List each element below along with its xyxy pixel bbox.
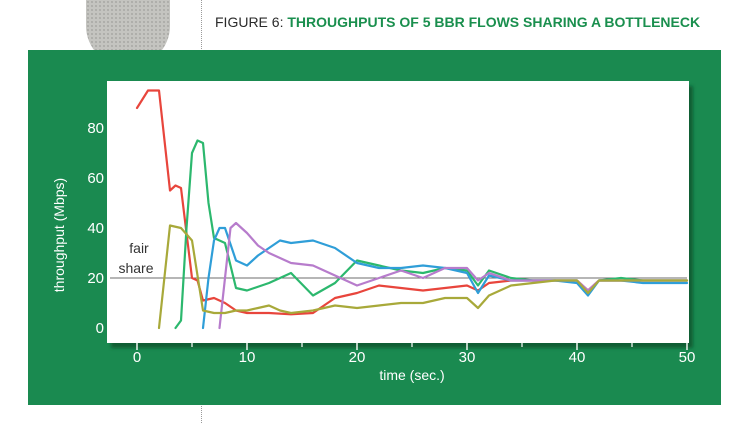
- y-axis-label: throughput (Mbps): [51, 178, 67, 292]
- x-tick-label: 10: [239, 349, 256, 366]
- y-tick-label: 80: [87, 120, 104, 137]
- series-line-flow-3: [201, 226, 689, 330]
- y-tick-label: 0: [96, 320, 104, 337]
- y-tick-label: 20: [87, 270, 104, 287]
- x-tick-label: 50: [679, 349, 696, 366]
- x-axis-label: time (sec.): [379, 367, 444, 383]
- x-tick-label: 30: [459, 349, 476, 366]
- fair-label: fair: [129, 240, 149, 256]
- share-label: share: [118, 260, 153, 276]
- x-tick-label: 40: [569, 349, 586, 366]
- y-tick-label: 60: [87, 170, 104, 187]
- series-line-flow-5: [157, 224, 689, 330]
- y-tick-label: 40: [87, 220, 104, 237]
- figure-title: FIGURE 6: THROUGHPUTS OF 5 BBR FLOWS SHA…: [215, 14, 700, 30]
- x-tick-label: 0: [133, 349, 141, 366]
- x-tick-label: 20: [349, 349, 366, 366]
- figure-title-text: THROUGHPUTS OF 5 BBR FLOWS SHARING A BOT…: [287, 14, 701, 30]
- figure-label: FIGURE 6:: [215, 14, 288, 30]
